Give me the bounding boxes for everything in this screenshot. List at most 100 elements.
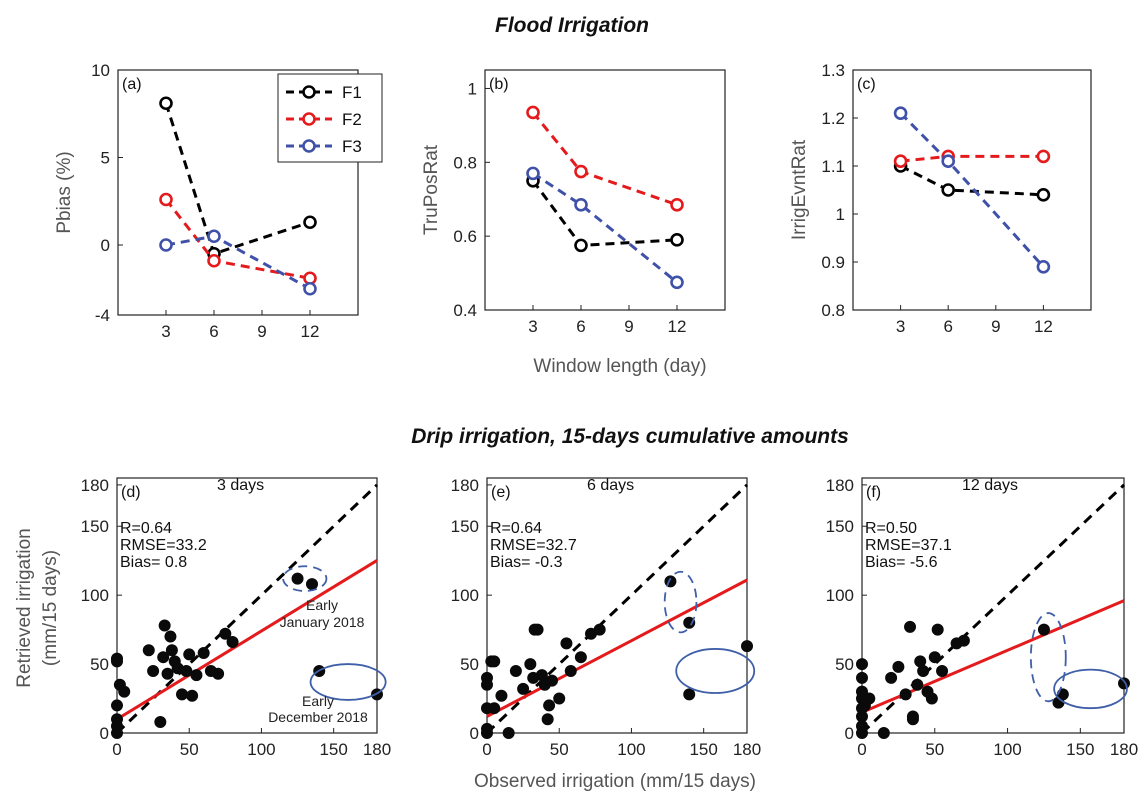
xtick-label-e: 100 — [617, 740, 645, 759]
xtick-label-a: 6 — [209, 322, 218, 341]
scatter-point-f — [899, 688, 912, 701]
xtick-label-f: 50 — [925, 740, 944, 759]
ytick-label-c: 1 — [836, 205, 845, 224]
ytick-label-a: 0 — [101, 236, 110, 255]
highlight-ellipse-dashed-f — [1029, 612, 1067, 703]
scatter-point-d — [158, 619, 171, 632]
panel-label-c: (c) — [857, 76, 876, 93]
point-F3-a — [303, 281, 317, 296]
axes-box-a — [117, 69, 359, 316]
xtick-label-d: 0 — [112, 740, 121, 759]
scatter-point-d — [118, 685, 131, 698]
ytick-label-a: -4 — [95, 306, 110, 325]
scatter-point-f — [885, 671, 898, 684]
highlight-ellipse-dashed-e — [663, 570, 698, 634]
scatter-point-d — [306, 578, 318, 591]
scatter-point-f — [925, 692, 938, 705]
scatter-point-f — [917, 664, 930, 677]
scatter-point-d — [219, 627, 232, 640]
scatter-point-d — [165, 644, 178, 657]
point-F3-c — [1036, 259, 1051, 274]
xtick-label-f: 180 — [1110, 740, 1138, 759]
point-F3-c — [941, 154, 956, 168]
xtick-label-b: 3 — [528, 317, 537, 336]
scatter-point-e — [524, 658, 537, 671]
subtitle-d: 3 days — [217, 477, 264, 494]
xtick-label-b: 12 — [668, 317, 687, 336]
scatter-point-d — [291, 572, 304, 585]
scatter-point-e — [531, 623, 544, 636]
stat-2-e: Bias= -0.3 — [490, 554, 563, 571]
series-line-F3-b — [532, 172, 678, 284]
point-F3-b — [574, 197, 588, 212]
scatter-point-f — [928, 651, 941, 664]
flood-irrigation-title: Flood Irrigation — [495, 14, 649, 37]
point-F3-b — [526, 166, 540, 181]
point-F3-a — [159, 238, 173, 252]
scatter-point-d — [212, 667, 225, 680]
observed-irrigation-xlabel: Observed irrigation (mm/15 days) — [474, 771, 756, 792]
xtick-label-c: 3 — [896, 317, 905, 336]
scatter-point-f — [1118, 677, 1130, 690]
scatter-point-f — [892, 660, 905, 673]
series-line-F2-a — [164, 198, 311, 280]
retrieved-irrigation-ylabel-line2: (mm/15 days) — [40, 550, 61, 666]
ytick-label-b: 0.6 — [453, 227, 477, 246]
ytick-label-e: 180 — [451, 476, 479, 495]
point-F1-c — [941, 183, 956, 197]
scatter-point-f — [906, 713, 919, 726]
point-F2-a — [207, 253, 221, 268]
panel-label-b: (b) — [489, 76, 509, 93]
ytick-label-b: 1 — [468, 79, 477, 98]
ylabel-c: IrrigEvntRat — [789, 139, 810, 240]
scatter-point-d — [190, 669, 203, 682]
xtick-label-a: 12 — [301, 322, 320, 341]
scatter-point-d — [180, 664, 193, 677]
xtick-label-d: 100 — [247, 740, 275, 759]
xtick-label-d: 150 — [319, 740, 347, 759]
ytick-label-d: 0 — [100, 724, 109, 743]
panel-label-e: (e) — [491, 484, 511, 501]
series-line-F1-c — [899, 164, 1044, 197]
xtick-label-f: 100 — [993, 740, 1021, 759]
xtick-label-e: 150 — [689, 740, 717, 759]
axes-box-b — [484, 69, 726, 311]
scatter-point-e — [541, 713, 554, 726]
ytick-label-d: 180 — [81, 476, 109, 495]
series-line-F1-b — [531, 179, 678, 247]
xtick-label-a: 3 — [161, 322, 170, 341]
ytick-label-f: 150 — [826, 517, 854, 536]
legend-label-F2: F2 — [342, 110, 362, 129]
highlight-ellipse-solid-d — [309, 663, 387, 701]
point-F1-b — [574, 238, 588, 253]
scatter-point-d — [111, 699, 123, 712]
scatter-point-f — [1037, 623, 1050, 636]
ytick-label-a: 10 — [91, 61, 110, 80]
legend: F1 F2 F3 — [277, 73, 383, 163]
ylabel-a: Pbias (%) — [54, 151, 75, 233]
ytick-label-c: 1.1 — [821, 157, 845, 176]
scatter-point-d — [176, 688, 188, 701]
scatter-point-f — [904, 620, 917, 633]
scatter-point-f — [856, 671, 868, 684]
legend-label-F3: F3 — [342, 137, 362, 156]
scatter-point-f — [957, 634, 970, 647]
scatter-point-f — [863, 692, 876, 705]
panel-label-d: (d) — [121, 484, 141, 501]
ytick-label-d: 150 — [81, 517, 109, 536]
panel-f: 0 50 100 150 180 0 50 100 150 180 (f) 12 days R=0.50… — [826, 476, 1139, 759]
point-F2-a — [159, 192, 173, 207]
stat-2-d: Bias= 0.8 — [120, 554, 187, 571]
panel-label-a: (a) — [122, 76, 142, 93]
annot-december-line1: Early — [302, 693, 334, 709]
point-F2-b — [670, 197, 684, 212]
scatter-point-e — [488, 655, 501, 668]
axes-box-f — [861, 477, 1125, 734]
panel-d: 0 50 100 150 180 0 50 100 150 180 (d) 3 days R=0.64R… — [81, 476, 392, 759]
scatter-point-f — [936, 664, 949, 677]
series-line-F3-a — [165, 234, 311, 291]
scatter-point-d — [142, 644, 155, 657]
highlight-ellipse-solid-f — [1053, 668, 1128, 710]
legend-marker-F3 — [302, 139, 316, 153]
